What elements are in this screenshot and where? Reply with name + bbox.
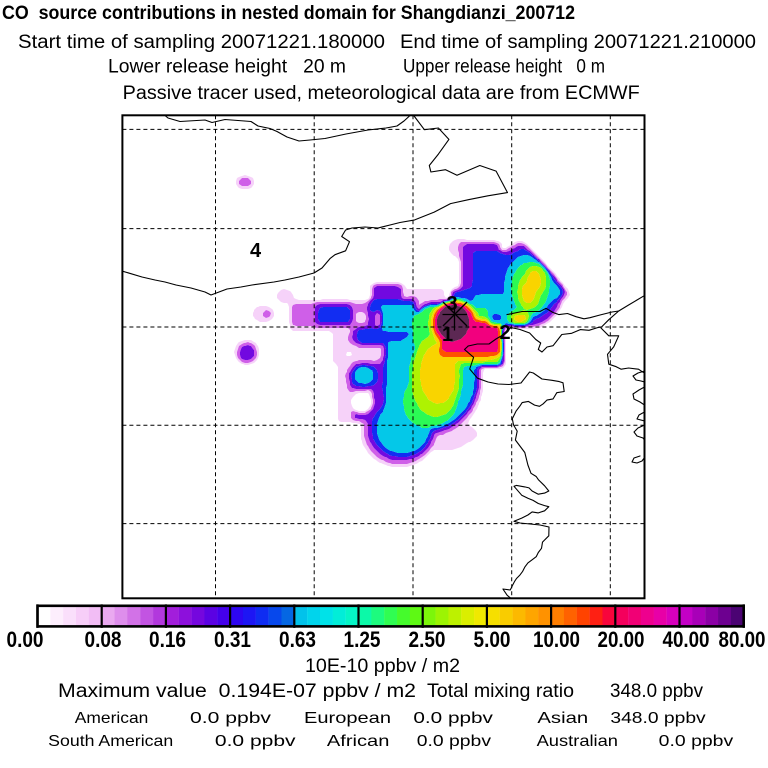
svg-text:0.63: 0.63	[279, 627, 316, 652]
svg-text:0.0 ppbv: 0.0 ppbv	[413, 710, 493, 727]
svg-text:1: 1	[442, 324, 453, 346]
svg-text:0.0 ppbv: 0.0 ppbv	[417, 733, 491, 750]
svg-text:0.00: 0.00	[7, 627, 44, 652]
svg-text:348.0 ppbv: 348.0 ppbv	[610, 681, 703, 702]
svg-text:0.0 ppbv: 0.0 ppbv	[659, 733, 734, 750]
svg-text:3: 3	[446, 293, 457, 315]
svg-text:40.00: 40.00	[663, 627, 710, 652]
svg-text:South American: South American	[48, 733, 173, 750]
svg-text:0.0 ppbv: 0.0 ppbv	[215, 733, 296, 750]
svg-text:0.31: 0.31	[214, 627, 251, 652]
svg-text:10E-10 ppbv / m2: 10E-10 ppbv / m2	[305, 656, 460, 677]
svg-text:Total mixing ratio: Total mixing ratio	[427, 681, 574, 702]
svg-text:0.16: 0.16	[149, 627, 186, 652]
svg-text:0.08: 0.08	[85, 627, 122, 652]
svg-text:American: American	[75, 710, 149, 727]
svg-text:20.00: 20.00	[598, 627, 645, 652]
svg-text:2: 2	[499, 322, 510, 344]
svg-text:CO source contributions in ne: CO source contributions in nested domain…	[2, 3, 575, 24]
svg-text:Start time of sampling 2007122: Start time of sampling 20071221.180000	[18, 32, 385, 53]
svg-text:End time of sampling 20071221.: End time of sampling 20071221.210000	[400, 32, 756, 53]
svg-text:Maximum value 0.194E-07 ppbv: Maximum value 0.194E-07 ppbv / m2	[58, 681, 416, 702]
svg-text:2.50: 2.50	[409, 627, 446, 652]
svg-text:Upper release height 0 m: Upper release height 0 m	[403, 57, 605, 78]
svg-text:Lower release height 20 m: Lower release height 20 m	[108, 57, 346, 78]
svg-text:0.0 ppbv: 0.0 ppbv	[190, 710, 271, 727]
svg-text:African: African	[327, 733, 390, 750]
svg-text:Passive tracer used, meteorolo: Passive tracer used, meteorological data…	[123, 83, 640, 104]
svg-text:5.00: 5.00	[474, 627, 511, 652]
svg-text:10.00: 10.00	[533, 627, 580, 652]
svg-text:4: 4	[250, 240, 262, 262]
svg-text:80.00: 80.00	[719, 627, 766, 652]
svg-text:348.0 ppbv: 348.0 ppbv	[610, 710, 705, 727]
svg-text:Australian: Australian	[537, 733, 618, 750]
svg-text:Asian: Asian	[537, 710, 588, 727]
svg-text:1.25: 1.25	[344, 627, 381, 652]
svg-text:European: European	[304, 710, 391, 727]
